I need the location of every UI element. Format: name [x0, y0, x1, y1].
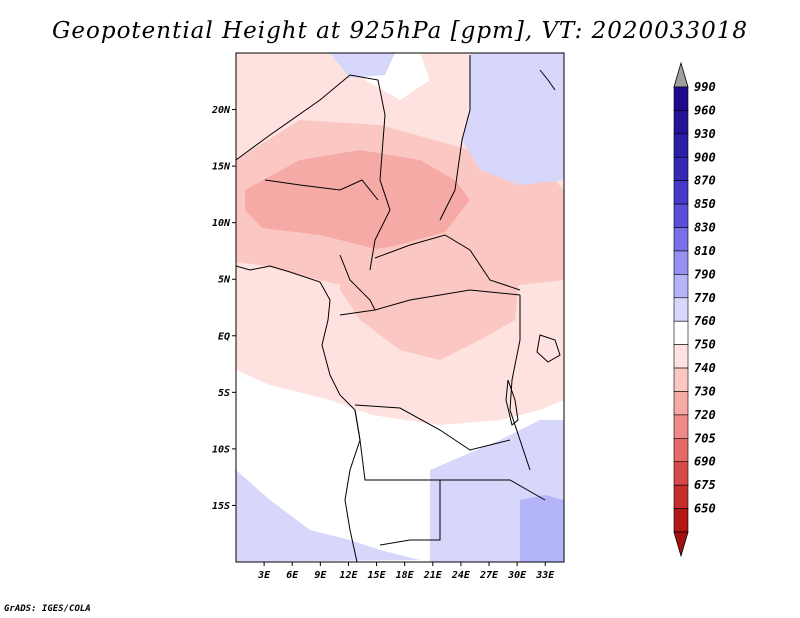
colorbar-swatch — [673, 461, 689, 486]
lon-tick-label: 21E — [423, 570, 443, 581]
colorbar-label: 960 — [694, 103, 716, 117]
coastline — [236, 265, 361, 562]
drc-east-border — [509, 295, 531, 471]
longitude-axis: 3E 6E 9E 12E 15E 18E 21E 24E 27E 30E 33E — [257, 562, 555, 581]
colorbar-label: 790 — [694, 267, 716, 281]
lake-tanganyika — [505, 379, 519, 426]
lake-chad-border — [369, 179, 391, 271]
lat-tick-label: 15N — [212, 162, 231, 173]
colorbar-swatch — [673, 110, 689, 135]
colorbar-swatch — [673, 227, 689, 252]
lon-tick-label: 18E — [396, 570, 415, 581]
colorbar-label: 770 — [694, 291, 716, 305]
colorbar-swatch — [673, 367, 689, 392]
colorbar-label: 760 — [694, 314, 716, 328]
field-congo-low-contour — [340, 245, 520, 360]
colorbar-label: 730 — [694, 384, 716, 398]
colorbar-swatch — [673, 133, 689, 158]
colorbar-swatch — [673, 391, 689, 416]
colorbar-swatch — [673, 320, 689, 345]
lake-victoria — [536, 334, 561, 363]
colorbar-label: 740 — [694, 361, 716, 375]
colorbar-swatch — [673, 203, 689, 228]
colorbar-label: 830 — [694, 221, 716, 235]
lat-tick-label: 15S — [212, 501, 230, 512]
colorbar-label: 650 — [694, 502, 716, 516]
lon-tick-label: 6E — [286, 570, 299, 581]
lat-tick-label: 5S — [218, 388, 230, 399]
colorbar-label: 870 — [694, 174, 716, 188]
lat-tick-label: 20N — [211, 105, 231, 116]
colorbar-label: 990 — [694, 80, 716, 94]
colorbar-top-arrow — [673, 61, 689, 88]
lon-tick-label: 15E — [368, 570, 387, 581]
latitude-axis: 20N 15N 10N 5N EQ 5S 10S 15S — [211, 105, 236, 512]
lat-tick-label: EQ — [218, 331, 230, 342]
colorbar-swatch — [673, 508, 689, 533]
lon-tick-label: 24E — [451, 570, 471, 581]
colorbar-label: 750 — [694, 338, 716, 352]
colorbar-swatch — [673, 297, 689, 322]
lat-tick-label: 10S — [212, 444, 230, 455]
colorbar-bottom-arrow — [673, 531, 689, 558]
colorbar-label: 675 — [694, 478, 716, 492]
colorbar-swatch — [673, 274, 689, 299]
colorbar-label: 850 — [694, 197, 716, 211]
field-east-high-contour — [462, 53, 564, 185]
nile-border — [439, 55, 471, 221]
colorbar-swatch — [673, 156, 689, 181]
car-border — [374, 234, 521, 291]
lon-tick-label: 33E — [535, 570, 555, 581]
map-title: Geopotential Height at 925hPa [gpm], VT:… — [52, 18, 748, 44]
country-borders — [236, 55, 561, 562]
sahel-border — [264, 179, 379, 201]
map-frame — [235, 52, 565, 563]
zambia-border — [440, 479, 546, 501]
lat-tick-label: 10N — [212, 218, 231, 229]
drc-south-border — [354, 404, 511, 451]
lon-tick-label: 9E — [314, 570, 327, 581]
field-sahel-low-contour — [245, 150, 470, 250]
lon-tick-label: 12E — [339, 570, 358, 581]
colorbar-swatch — [673, 180, 689, 205]
field-southwest-high-contour — [236, 470, 420, 562]
grads-credit: GrADS: IGES/COLA — [4, 604, 91, 614]
colorbar-label: 900 — [694, 150, 716, 164]
colorbar: 990 960 930 900 870 850 830 810 790 770 760 750 740 7… — [673, 61, 716, 558]
colorbar-label: 705 — [694, 431, 716, 445]
colorbar-swatch — [673, 344, 689, 369]
cameroon-border — [339, 254, 376, 316]
colorbar-swatch — [673, 438, 689, 463]
colorbar-label: 720 — [694, 408, 716, 422]
colorbar-swatch — [673, 414, 689, 439]
field-sahara-high-contour — [330, 53, 395, 78]
lon-tick-label: 3E — [257, 570, 271, 581]
colorbar-swatch — [673, 484, 689, 509]
field-southeast-peak-contour — [520, 495, 564, 562]
sahara-border — [236, 74, 386, 181]
colorbar-swatch — [673, 86, 689, 111]
colorbar-swatch — [673, 250, 689, 275]
height-field — [236, 53, 564, 562]
lon-tick-label: 27E — [479, 570, 499, 581]
colorbar-label: 690 — [694, 455, 716, 469]
lon-tick-label: 30E — [507, 570, 527, 581]
colorbar-label: 930 — [694, 127, 716, 141]
congo-border — [374, 289, 521, 311]
lat-tick-label: 5N — [218, 275, 231, 286]
colorbar-label: 810 — [694, 244, 716, 258]
red-sea-coast — [539, 69, 556, 91]
